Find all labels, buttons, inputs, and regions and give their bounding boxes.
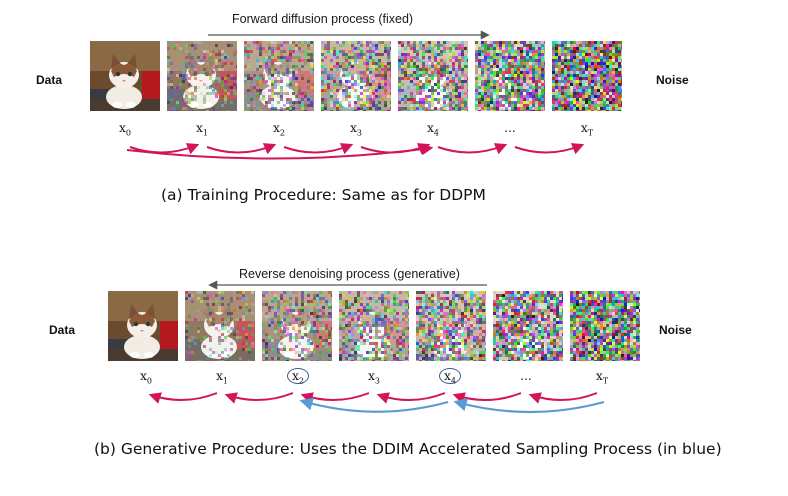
step-label: ... xyxy=(490,121,530,135)
training-frame xyxy=(552,41,622,111)
ddpm-skip-arrow xyxy=(126,143,434,160)
step-subscript: 2 xyxy=(279,128,285,138)
circled-step-label: x2 xyxy=(287,368,309,386)
reverse-process-title: Reverse denoising process (generative) xyxy=(239,267,460,281)
ddpm-forward-arrow xyxy=(514,143,585,155)
data-label-generative: Data xyxy=(49,323,76,337)
step-symbol: x xyxy=(580,121,588,135)
step-symbol: x xyxy=(273,121,280,135)
training-frame xyxy=(244,41,314,111)
step-subscript: 4 xyxy=(433,128,439,138)
step-label: xT xyxy=(582,369,622,385)
step-symbol: x xyxy=(444,369,451,383)
step-symbol: x xyxy=(368,369,375,383)
step-label: x2 xyxy=(259,121,299,137)
step-subscript: T xyxy=(602,376,609,386)
generative-frame xyxy=(493,291,563,361)
ddpm-reverse-arrow xyxy=(528,392,598,404)
ddpm-reverse-arrow xyxy=(148,392,218,404)
generative-frame xyxy=(339,291,409,361)
step-label: x1 xyxy=(182,121,222,137)
step-label: x1 xyxy=(202,369,242,385)
generative-frame xyxy=(185,291,255,361)
step-subscript: 0 xyxy=(125,128,131,138)
generative-frame xyxy=(416,291,486,361)
noise-label-training: Noise xyxy=(656,73,689,87)
step-label: x4 xyxy=(413,121,453,137)
ddpm-reverse-arrow xyxy=(300,392,370,404)
training-frame xyxy=(398,41,468,111)
forward-process-title: Forward diffusion process (fixed) xyxy=(232,12,414,26)
generative-frame xyxy=(570,291,640,361)
ddpm-forward-arrow xyxy=(283,143,354,155)
step-symbol: ... xyxy=(504,121,516,135)
step-symbol: ... xyxy=(520,369,532,383)
generative-frame xyxy=(262,291,332,361)
step-symbol: x xyxy=(292,369,299,383)
step-subscript: 3 xyxy=(356,128,362,138)
step-symbol: x xyxy=(216,369,223,383)
ddpm-forward-arrow xyxy=(206,143,277,155)
generative-frame xyxy=(108,291,178,361)
ddim-arrow-x4-to-x2 xyxy=(299,397,449,413)
step-label: x4 xyxy=(430,368,470,386)
step-label: x3 xyxy=(354,369,394,385)
step-symbol: x xyxy=(119,121,126,135)
circled-step-label: x4 xyxy=(439,368,461,386)
ddpm-reverse-arrow xyxy=(376,392,446,404)
step-label: x2 xyxy=(278,368,318,386)
generative-caption: (b) Generative Procedure: Uses the DDIM … xyxy=(94,440,722,458)
step-subscript: 1 xyxy=(202,128,208,138)
training-frame xyxy=(475,41,545,111)
step-label: xT xyxy=(567,121,607,137)
ddpm-reverse-arrow xyxy=(224,392,294,404)
step-symbol: x xyxy=(196,121,203,135)
ddpm-forward-arrow xyxy=(437,143,508,155)
step-label: x3 xyxy=(336,121,376,137)
data-label-training: Data xyxy=(36,73,63,87)
step-subscript: 3 xyxy=(374,376,380,386)
ddpm-forward-arrow xyxy=(129,143,200,155)
step-subscript: 0 xyxy=(146,376,152,386)
ddpm-reverse-arrow xyxy=(452,392,522,404)
step-subscript: 4 xyxy=(450,376,456,386)
step-symbol: x xyxy=(427,121,434,135)
step-symbol: x xyxy=(350,121,357,135)
training-frame xyxy=(90,41,160,111)
ddim-arrow-xT-to-x4 xyxy=(453,398,605,414)
step-subscript: T xyxy=(587,128,594,138)
training-frame xyxy=(167,41,237,111)
step-symbol: x xyxy=(140,369,147,383)
step-label: x0 xyxy=(126,369,166,385)
step-label: x0 xyxy=(105,121,145,137)
step-subscript: 2 xyxy=(298,376,304,386)
noise-label-generative: Noise xyxy=(659,323,692,337)
step-label: ... xyxy=(506,369,546,383)
step-symbol: x xyxy=(595,369,603,383)
step-subscript: 1 xyxy=(222,376,228,386)
training-caption: (a) Training Procedure: Same as for DDPM xyxy=(161,186,486,204)
training-frame xyxy=(321,41,391,111)
